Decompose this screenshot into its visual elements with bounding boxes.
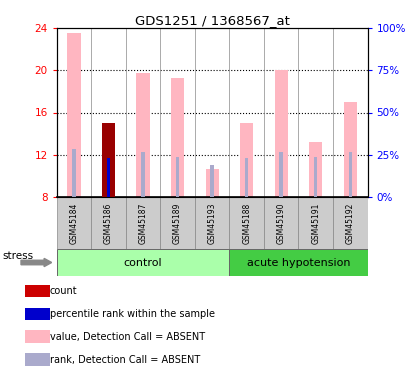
Text: GSM45189: GSM45189 xyxy=(173,202,182,244)
Bar xyxy=(210,165,214,197)
Bar xyxy=(176,157,179,197)
Text: GSM45193: GSM45193 xyxy=(207,202,217,244)
Bar xyxy=(275,70,288,197)
Bar xyxy=(25,330,50,343)
Text: GSM45191: GSM45191 xyxy=(311,202,320,244)
Bar xyxy=(25,308,50,320)
Text: control: control xyxy=(124,258,163,267)
Bar xyxy=(136,74,150,197)
Bar xyxy=(195,197,229,249)
Bar xyxy=(171,78,184,197)
Bar xyxy=(245,158,248,197)
Bar xyxy=(299,197,333,249)
Bar xyxy=(349,152,352,197)
Bar xyxy=(279,152,283,197)
Text: GSM45190: GSM45190 xyxy=(277,202,286,244)
Bar xyxy=(91,197,126,249)
Bar xyxy=(309,142,322,197)
Bar xyxy=(229,197,264,249)
Bar xyxy=(126,197,160,249)
Bar xyxy=(107,158,110,197)
Bar xyxy=(57,249,229,276)
Text: GSM45184: GSM45184 xyxy=(69,202,79,244)
Bar xyxy=(264,197,299,249)
Bar xyxy=(314,157,318,197)
Bar xyxy=(57,197,91,249)
Text: acute hypotension: acute hypotension xyxy=(247,258,350,267)
Bar xyxy=(240,123,253,197)
Bar xyxy=(333,197,368,249)
Bar xyxy=(229,249,368,276)
Bar xyxy=(160,197,195,249)
Text: GSM45187: GSM45187 xyxy=(139,202,147,244)
Text: GSM45188: GSM45188 xyxy=(242,202,251,244)
Bar xyxy=(344,102,357,197)
Bar xyxy=(102,123,115,197)
Bar xyxy=(25,285,50,297)
Bar xyxy=(25,354,50,366)
Text: percentile rank within the sample: percentile rank within the sample xyxy=(50,309,215,319)
Bar xyxy=(72,149,76,197)
Bar xyxy=(107,158,110,197)
Bar xyxy=(205,170,219,197)
Text: rank, Detection Call = ABSENT: rank, Detection Call = ABSENT xyxy=(50,355,200,365)
Text: stress: stress xyxy=(2,251,33,261)
Bar xyxy=(102,123,115,197)
Bar xyxy=(67,33,81,197)
Text: count: count xyxy=(50,286,77,296)
Text: value, Detection Call = ABSENT: value, Detection Call = ABSENT xyxy=(50,332,205,342)
Text: GSM45192: GSM45192 xyxy=(346,202,355,244)
Bar xyxy=(141,152,145,197)
Title: GDS1251 / 1368567_at: GDS1251 / 1368567_at xyxy=(135,14,289,27)
Text: GSM45186: GSM45186 xyxy=(104,202,113,244)
